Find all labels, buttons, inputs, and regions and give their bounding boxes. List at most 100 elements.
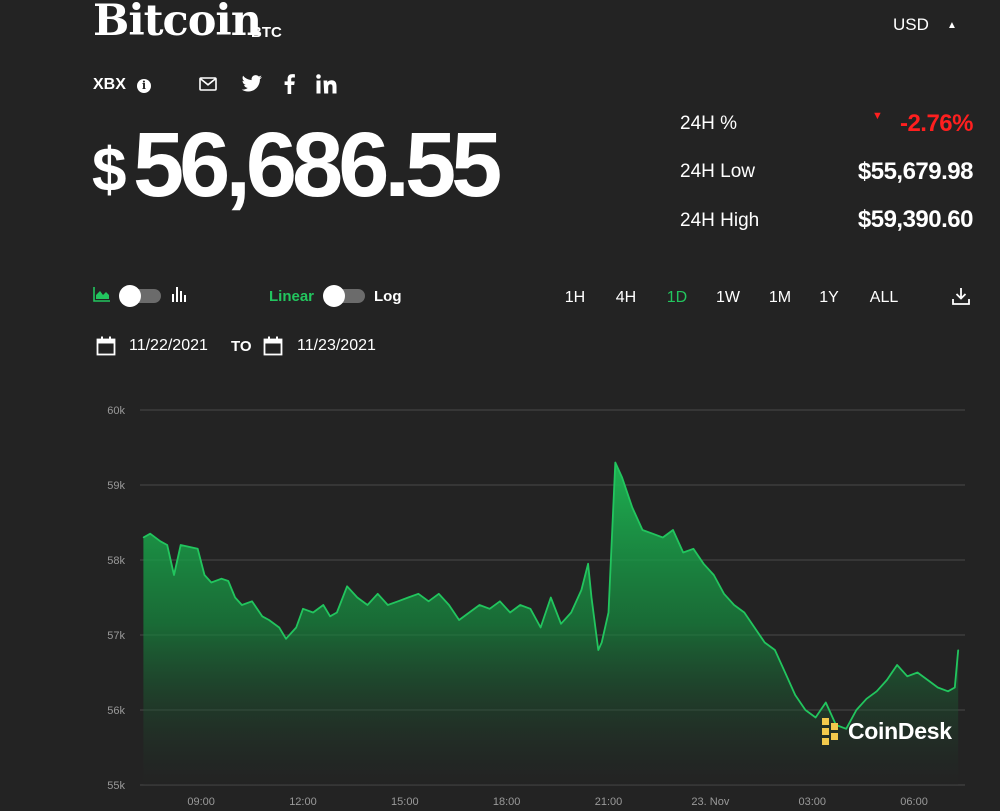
data-point xyxy=(957,649,959,651)
data-point xyxy=(621,476,623,479)
stat-24h-high-value: $59,390.60 xyxy=(857,206,974,233)
caret-up-icon[interactable]: ▲ xyxy=(947,20,957,31)
data-point xyxy=(377,593,379,595)
data-point xyxy=(845,728,847,730)
data-point xyxy=(855,709,857,711)
data-point xyxy=(794,694,796,696)
data-point xyxy=(312,611,314,614)
data-point xyxy=(614,461,616,464)
data-point xyxy=(186,545,189,548)
data-point xyxy=(947,690,949,692)
data-point xyxy=(448,604,450,606)
data-point xyxy=(210,581,212,584)
download-icon[interactable] xyxy=(951,286,971,311)
x-tick-label: 23. Nov xyxy=(691,796,729,808)
bar-chart-icon[interactable] xyxy=(171,286,187,307)
watermark: CoinDesk xyxy=(848,718,952,744)
data-point xyxy=(570,611,572,614)
scale-toggle[interactable] xyxy=(323,285,365,307)
price-currency-symbol: $ xyxy=(92,136,127,205)
data-point xyxy=(723,593,725,595)
x-tick-label: 15:00 xyxy=(391,796,419,808)
y-tick-label: 57k xyxy=(107,630,125,642)
currency-selector[interactable]: USD xyxy=(893,15,929,34)
calendar-icon-from[interactable] xyxy=(96,336,116,361)
index-ticker: XBX xyxy=(93,76,126,93)
area-chart-icon[interactable] xyxy=(93,286,111,307)
data-point xyxy=(322,604,324,606)
data-point xyxy=(251,600,253,602)
data-point xyxy=(234,596,236,599)
data-point xyxy=(149,533,151,535)
data-point xyxy=(173,574,175,576)
x-tick-label: 09:00 xyxy=(187,796,215,808)
timeframe-1m[interactable]: 1M xyxy=(768,289,792,306)
data-point xyxy=(302,608,304,610)
date-from[interactable]: 11/22/2021 xyxy=(129,337,208,354)
data-point xyxy=(825,701,827,704)
data-point xyxy=(601,641,603,644)
data-point xyxy=(203,574,206,576)
data-point xyxy=(478,604,481,606)
data-point xyxy=(906,675,908,677)
y-tick-label: 56k xyxy=(107,705,125,717)
data-point xyxy=(417,593,419,595)
data-point xyxy=(278,626,280,629)
price-chart[interactable]: 55k 56k 57k 58k 59k 60k 09:00 12:00 15:00 18:00 21… xyxy=(0,380,1000,811)
stat-24h-high-label: 24H High xyxy=(680,210,760,231)
data-point xyxy=(587,563,589,565)
info-icon[interactable]: i xyxy=(137,79,151,93)
linkedin-icon[interactable] xyxy=(314,71,338,97)
data-point xyxy=(631,506,633,509)
data-point xyxy=(329,615,331,617)
x-tick-label: 18:00 xyxy=(493,796,521,808)
data-point xyxy=(692,548,694,550)
data-point xyxy=(804,709,807,711)
data-point xyxy=(743,611,745,614)
data-point xyxy=(438,593,440,595)
data-point xyxy=(366,604,369,606)
data-point xyxy=(142,536,144,539)
coin-name: Bitcoin xyxy=(93,0,262,46)
data-point xyxy=(560,623,562,625)
timeframe-4h[interactable]: 4H xyxy=(615,289,637,306)
x-tick-label: 06:00 xyxy=(900,796,928,808)
stat-24h-low-value: $55,679.98 xyxy=(857,158,974,185)
timeframe-1d[interactable]: 1D xyxy=(666,289,688,306)
data-point xyxy=(682,551,684,554)
twitter-icon[interactable] xyxy=(240,71,264,97)
scale-option-log[interactable]: Log xyxy=(374,288,402,305)
mail-icon[interactable] xyxy=(198,71,218,97)
timeframe-all[interactable]: ALL xyxy=(869,289,899,306)
data-point xyxy=(197,548,199,550)
down-arrow-icon: ▼ xyxy=(872,110,883,122)
data-point xyxy=(927,679,929,681)
data-point xyxy=(594,623,596,625)
data-point xyxy=(387,604,389,606)
y-tick-label: 58k xyxy=(107,555,125,567)
timeframe-1y[interactable]: 1Y xyxy=(819,289,839,306)
data-point xyxy=(896,664,898,666)
data-point xyxy=(954,686,956,689)
data-point xyxy=(336,611,338,614)
data-point xyxy=(407,596,409,599)
data-point xyxy=(607,611,610,614)
chart-type-toggle[interactable] xyxy=(119,285,161,307)
calendar-icon-to[interactable] xyxy=(263,336,283,361)
data-point xyxy=(397,600,399,602)
facebook-icon[interactable] xyxy=(281,71,297,97)
timeframe-1h[interactable]: 1H xyxy=(564,289,586,306)
scale-option-linear[interactable]: Linear xyxy=(269,288,315,305)
data-point xyxy=(590,596,593,599)
data-point xyxy=(815,716,817,719)
data-point xyxy=(774,649,776,651)
data-point xyxy=(580,589,582,591)
data-point xyxy=(702,563,705,565)
date-to[interactable]: 11/23/2021 xyxy=(297,337,376,354)
stat-24h-percent-label: 24H % xyxy=(680,113,738,134)
timeframe-1w[interactable]: 1W xyxy=(716,289,740,306)
data-point xyxy=(641,529,644,531)
data-point xyxy=(550,596,552,599)
data-point xyxy=(166,544,168,546)
y-tick-label: 55k xyxy=(107,780,125,792)
